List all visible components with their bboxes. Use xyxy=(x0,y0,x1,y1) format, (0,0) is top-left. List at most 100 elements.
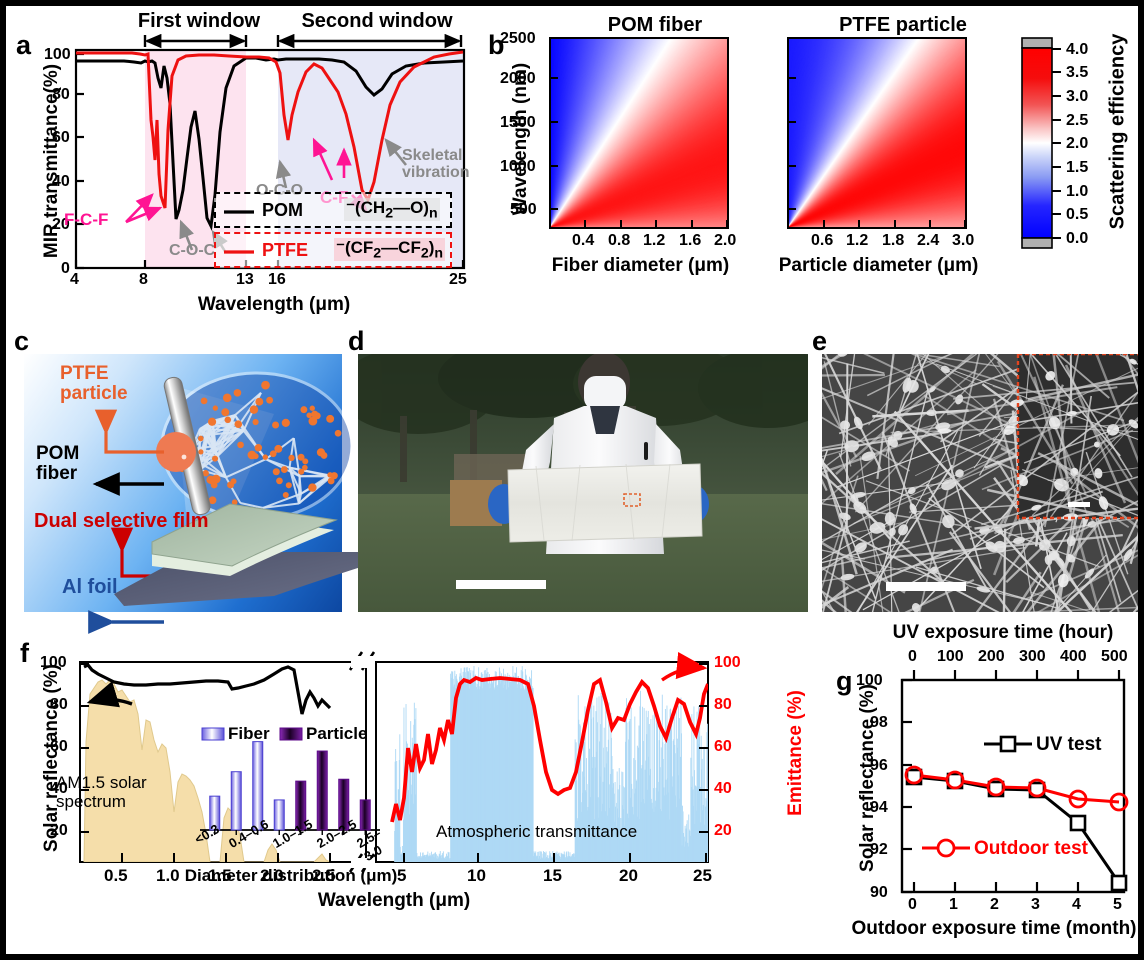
atmospheric-band xyxy=(395,800,397,862)
atmospheric-band xyxy=(707,788,708,862)
panel-a-plot xyxy=(74,33,466,270)
atmospheric-band xyxy=(561,854,563,862)
panel-f-xtick-15: 15 xyxy=(543,866,562,885)
sem-fiber xyxy=(822,472,944,584)
atmospheric-band xyxy=(589,748,591,862)
cbar-tick-2.5: 2.5 xyxy=(1066,112,1089,129)
atmospheric-band xyxy=(501,673,502,862)
atmospheric-band xyxy=(643,741,645,862)
annotation-am15: AM1.5 solar spectrum xyxy=(56,773,147,811)
atmospheric-band xyxy=(684,836,686,862)
sem-particle xyxy=(1138,516,1144,526)
panel-a-xlabel: Wavelength (μm) xyxy=(197,294,351,315)
sem-fiber xyxy=(822,480,960,501)
atmospheric-band xyxy=(578,774,580,862)
atmospheric-band xyxy=(506,676,508,862)
atmospheric-band xyxy=(680,697,682,862)
atmospheric-band xyxy=(655,787,657,862)
atmospheric-band xyxy=(613,793,615,862)
atmospheric-band xyxy=(562,854,564,862)
atmospheric-band xyxy=(518,679,520,862)
sem-fiber xyxy=(910,354,977,385)
atmospheric-band xyxy=(537,851,539,862)
sem-fiber xyxy=(1085,451,1129,575)
panel-b-plots xyxy=(549,37,1061,249)
atmospheric-band xyxy=(436,854,438,862)
panel-d: d xyxy=(348,328,808,616)
atmospheric-band xyxy=(434,857,436,862)
atmospheric-band xyxy=(480,686,482,862)
atmospheric-band xyxy=(549,851,551,862)
sem-fiber xyxy=(854,354,999,513)
panel-g-top-xtick-100: 100 xyxy=(937,648,964,665)
atmospheric-band xyxy=(497,679,499,862)
atmospheric-band xyxy=(503,668,505,862)
annotation-skeletal: Skeletal vibration xyxy=(402,147,470,182)
atmospheric-band xyxy=(567,851,569,862)
atmospheric-band xyxy=(471,679,473,862)
sem-scale-bar xyxy=(886,582,966,591)
panel-a-ytick-100: 100 xyxy=(44,46,71,63)
sem-fiber xyxy=(822,438,1003,543)
atmospheric-band xyxy=(462,683,464,862)
atmospheric-band xyxy=(577,818,579,862)
atmospheric-band xyxy=(621,805,623,862)
atmospheric-band xyxy=(522,671,524,862)
atmospheric-band xyxy=(470,670,472,862)
atmospheric-band xyxy=(661,811,663,862)
panel-f-xtick-2.5: 2.5 xyxy=(312,866,336,885)
atmospheric-band xyxy=(470,683,472,862)
network-particle xyxy=(320,452,328,459)
atmospheric-band xyxy=(612,787,613,862)
sem-particle xyxy=(955,469,964,478)
sem-fiber xyxy=(840,559,847,612)
panel-b-right-xlabel: Particle diameter (μm) xyxy=(778,255,979,276)
atmospheric-band xyxy=(415,708,417,862)
label-ptfe-particle-line1: PTFE xyxy=(60,363,109,384)
atmospheric-band xyxy=(447,855,448,862)
atmospheric-band xyxy=(486,667,488,862)
atmospheric-band xyxy=(487,671,489,862)
atmospheric-band xyxy=(595,711,597,862)
network-particle xyxy=(266,396,274,404)
sem-fiber xyxy=(822,521,907,541)
atmospheric-band xyxy=(529,676,530,862)
scale-bar xyxy=(456,580,546,589)
atmospheric-band xyxy=(656,727,658,862)
panel-f-rytick-80: 80 xyxy=(714,696,732,713)
atmospheric-band xyxy=(563,851,565,862)
sem-particle xyxy=(854,542,867,553)
atmospheric-band xyxy=(605,763,607,862)
atmospheric-band xyxy=(418,858,419,862)
atmospheric-band xyxy=(703,748,705,862)
atmospheric-band xyxy=(444,856,446,862)
panel-g-plot xyxy=(900,670,1129,894)
atmospheric-band xyxy=(661,694,663,862)
atmospheric-band xyxy=(396,821,398,862)
atmospheric-band xyxy=(472,670,474,862)
atmospheric-band xyxy=(702,810,704,862)
atmospheric-band xyxy=(517,684,519,862)
network-fiber xyxy=(214,451,227,478)
atmospheric-band xyxy=(435,852,437,862)
atmospheric-band xyxy=(584,706,586,862)
network-particle xyxy=(309,405,315,411)
atmospheric-band xyxy=(509,682,511,862)
panel-f-inset: Fiber Particle <0.3 0.4–0.6 1.0–1.5 2.0–… xyxy=(184,724,398,885)
atmospheric-band xyxy=(585,790,586,862)
panel-f-xticks xyxy=(121,853,707,862)
atmospheric-band xyxy=(577,695,579,862)
atmospheric-band xyxy=(623,787,625,862)
network-particle xyxy=(300,406,308,414)
atmospheric-band xyxy=(654,806,656,862)
outdoor-test-markers xyxy=(904,765,1129,812)
panel-c: c xyxy=(14,328,364,634)
atmospheric-band xyxy=(504,684,506,862)
sem-fiber xyxy=(1055,534,1138,612)
atmospheric-band xyxy=(636,779,638,862)
panel-g-xtick-5: 5 xyxy=(1113,896,1122,913)
dual-selective-film-sheet xyxy=(151,503,338,567)
sem-fiber xyxy=(986,488,1114,519)
atmospheric-band xyxy=(686,824,688,862)
panel-b-left-xtick-1.2: 1.2 xyxy=(643,232,666,249)
